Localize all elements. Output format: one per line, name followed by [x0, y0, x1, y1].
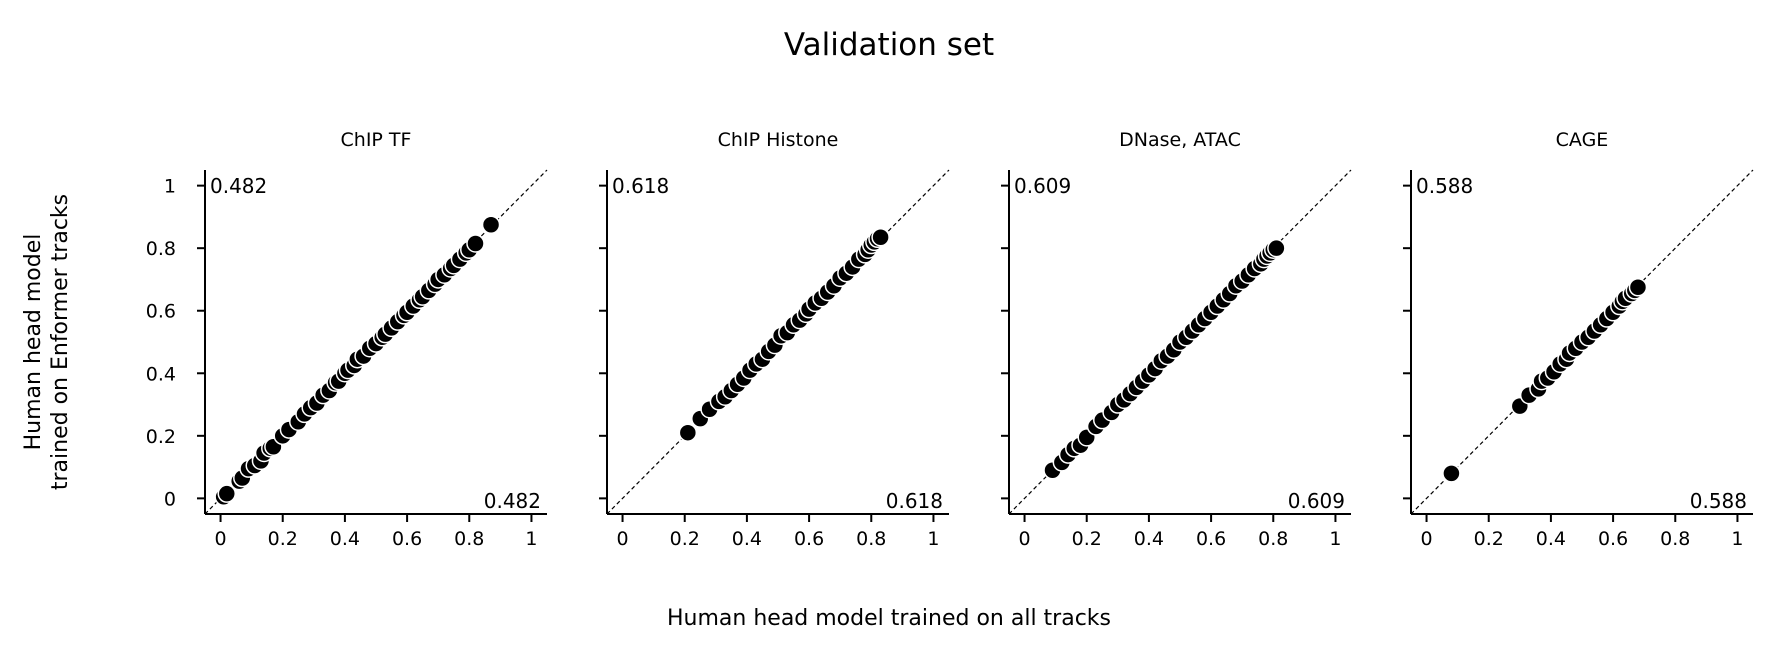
x-mean-annotation: 0.618: [886, 489, 943, 513]
panel-4: CAGE 0 0.2 0.4 0.6 0.8 1 0.588 0.588: [1403, 129, 1754, 550]
x-tick-label: 0.6: [1598, 528, 1628, 550]
x-tick-label: 0.6: [392, 528, 422, 550]
y-axis-label-line-1: Human head model: [21, 234, 46, 451]
x-mean-annotation: 0.482: [484, 489, 541, 513]
x-axis-label: Human head model trained on all tracks: [667, 606, 1111, 631]
y-tick-label: 0.8: [146, 238, 176, 260]
data-point: [1628, 278, 1648, 297]
x-mean-annotation: 0.609: [1288, 489, 1345, 513]
x-tick-label: 0.8: [856, 528, 886, 550]
x-tick-label: 1: [1329, 528, 1341, 550]
y-axis-label-line-2: trained on Enformer tracks: [48, 194, 73, 490]
x-tick-label: 1: [1731, 528, 1743, 550]
x-tick-label: 0: [214, 528, 226, 550]
data-point: [871, 227, 890, 247]
x-tick-label: 0.6: [1196, 528, 1226, 550]
x-tick-label: 0.4: [732, 528, 762, 550]
x-tick-label: 0.6: [794, 528, 824, 550]
x-tick-label: 0: [616, 528, 628, 550]
panel-title: DNase, ATAC: [1119, 129, 1241, 151]
identity-line: [606, 169, 950, 515]
panels: ChIP TF 0 0 0.2 0.2 0.4 0.4 0.6 0.6 0.8 0.8 1 1 0.482…: [146, 129, 1754, 550]
y-tick-label: 0.6: [146, 301, 176, 323]
y-mean-annotation: 0.588: [1416, 174, 1473, 198]
x-tick-label: 0.2: [1072, 528, 1102, 550]
y-tick-label: 1: [164, 176, 176, 198]
y-mean-annotation: 0.482: [210, 174, 267, 198]
identity-line: [1410, 169, 1754, 515]
y-tick-label: 0: [164, 488, 176, 510]
y-tick-label: 0.2: [146, 426, 176, 448]
data-point: [1442, 464, 1461, 483]
x-tick-label: 0.2: [1474, 528, 1504, 550]
data-point: [481, 215, 501, 234]
y-mean-annotation: 0.609: [1014, 174, 1071, 198]
x-tick-label: 0.4: [330, 528, 360, 550]
x-tick-label: 0.4: [1134, 528, 1164, 550]
x-tick-label: 0.2: [670, 528, 700, 550]
x-tick-label: 0: [1420, 528, 1432, 550]
panel-title: ChIP Histone: [718, 129, 839, 151]
x-tick-label: 0.8: [454, 528, 484, 550]
x-tick-label: 0.8: [1660, 528, 1690, 550]
data-point: [1267, 238, 1286, 258]
x-tick-label: 1: [927, 528, 939, 550]
y-mean-annotation: 0.618: [612, 174, 669, 198]
panel-3: DNase, ATAC 0 0.2 0.4 0.6 0.8 1 0.609 0.609: [1001, 129, 1352, 550]
x-tick-label: 0.4: [1536, 528, 1566, 550]
x-mean-annotation: 0.588: [1690, 489, 1747, 513]
data-point: [217, 484, 237, 503]
panel-1: ChIP TF 0 0 0.2 0.2 0.4 0.4 0.6 0.6 0.8 0.8 1 1 0.482…: [146, 129, 548, 550]
data-point: [466, 234, 485, 253]
panel-title: ChIP TF: [341, 129, 412, 151]
panel-title: CAGE: [1556, 129, 1609, 151]
x-tick-label: 0.2: [268, 528, 298, 550]
figure-title: Validation set: [784, 27, 994, 63]
data-point: [678, 423, 698, 442]
x-tick-label: 0.8: [1258, 528, 1288, 550]
y-axis-label: Human head model trained on Enformer tra…: [21, 194, 73, 490]
x-tick-label: 1: [525, 528, 537, 550]
y-tick-label: 0.4: [146, 363, 176, 385]
x-tick-label: 0: [1018, 528, 1030, 550]
panel-2: ChIP Histone 0 0.2 0.4 0.6 0.8 1 0.618 0.618: [599, 129, 950, 550]
